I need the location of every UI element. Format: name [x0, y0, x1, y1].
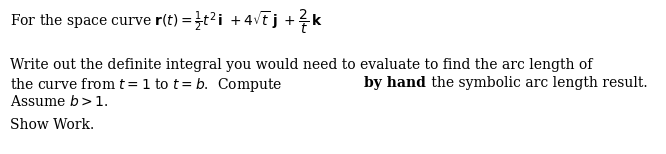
Text: the curve from $t = 1$ to $t = b$.  Compute: the curve from $t = 1$ to $t = b$. Compu… — [10, 76, 283, 94]
Text: by hand: by hand — [364, 76, 426, 90]
Text: Assume $b > 1$.: Assume $b > 1$. — [10, 94, 109, 109]
Text: Show Work.: Show Work. — [10, 118, 95, 132]
Text: the symbolic arc length result.: the symbolic arc length result. — [427, 76, 648, 90]
Text: Write out the definite integral you would need to evaluate to find the arc lengt: Write out the definite integral you woul… — [10, 58, 592, 72]
Text: For the space curve $\mathbf{r}(t) = \frac{1}{2}t^2\, \mathbf{i}\; + 4\sqrt{t}\;: For the space curve $\mathbf{r}(t) = \fr… — [10, 8, 322, 36]
